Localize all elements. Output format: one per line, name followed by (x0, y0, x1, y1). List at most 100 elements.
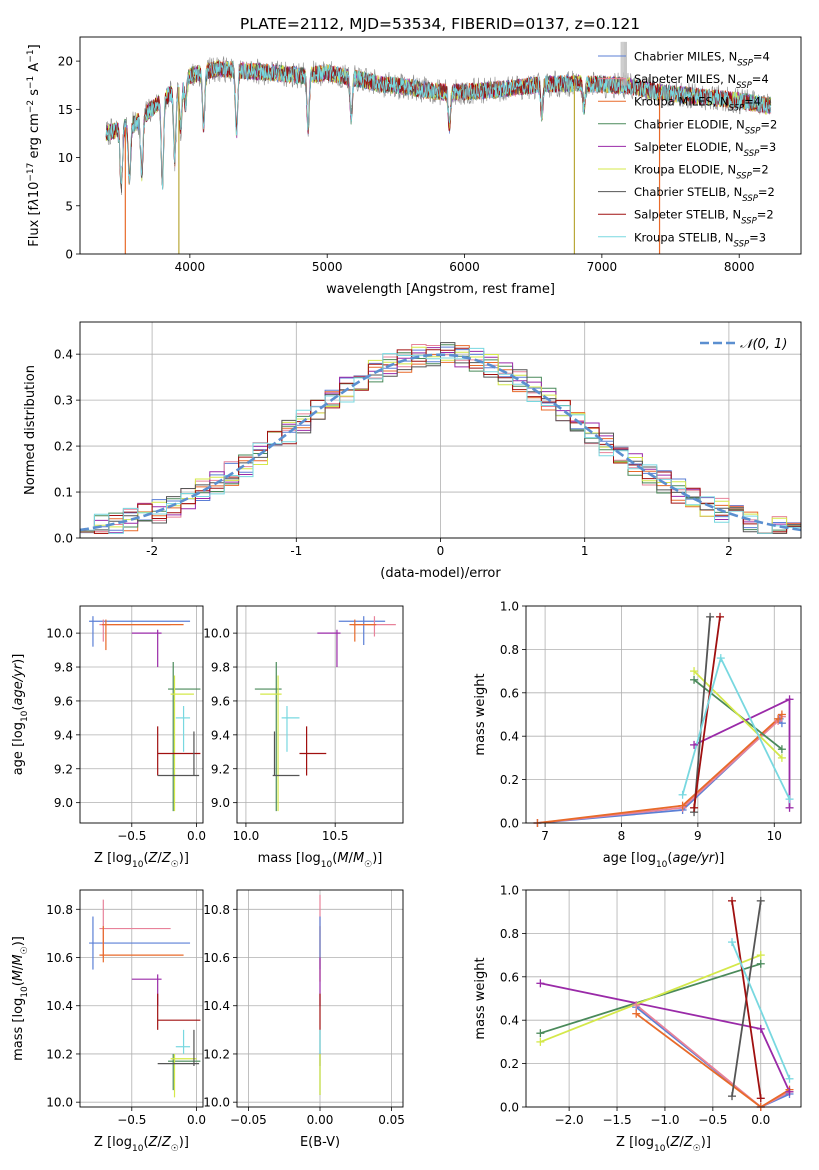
x-tick-label: −0.5 (117, 1113, 146, 1127)
x-axis-label: Z [log10(Z/Z☉)] (94, 851, 189, 870)
y-tick-label: 9.2 (54, 762, 73, 776)
axes-ebv-mass: −0.05 0.00 0.05 10.0 10.2 10.4 10.6 10.8 E(B-V) (203, 889, 405, 1150)
y-tick-label: 0.6 (500, 686, 519, 700)
legend-label: 𝒩(0, 1) (740, 337, 787, 352)
y-tick-label: 9.6 (211, 694, 230, 708)
x-tick-label: 0.0 (187, 829, 206, 843)
x-tick-label: 1 (581, 544, 589, 558)
x-tick-label: 6000 (449, 260, 480, 274)
y-tick-label: 0.0 (500, 1101, 519, 1115)
axes-mass-age: 10.0 10.5 9.0 9.2 9.4 9.6 9.8 10.0 mass [log10(M… (203, 605, 404, 870)
normal-curve (80, 353, 801, 532)
y-tick-label: 15 (58, 103, 73, 117)
x-tick-label: 9 (694, 829, 702, 843)
x-tick-label: -2 (146, 544, 158, 558)
weight-series-line (731, 900, 762, 1099)
y-tick-label: 0.6 (500, 970, 519, 984)
x-axis-label: Z [log10(Z/Z☉)] (616, 1135, 711, 1154)
y-tick-label: 0.2 (500, 773, 519, 787)
y-tick-label: 1.0 (500, 884, 519, 898)
axes-z-weight: −2.0 −1.5 −1.0 −0.5 0.0 0.0 0.2 0.4 0.6 0.8 1.0 Z [… (473, 884, 802, 1154)
y-tick-label: 0.4 (54, 348, 73, 362)
y-tick-label: 10.4 (203, 999, 230, 1013)
x-tick-label: 0.05 (378, 1113, 405, 1127)
y-axis-label: age [log10(age/yr)] (11, 654, 30, 776)
y-tick-label: 5 (65, 199, 73, 213)
x-tick-label: 7 (541, 829, 549, 843)
y-tick-label: 9.0 (54, 796, 73, 810)
x-tick-label: −2.0 (555, 1113, 584, 1127)
axes-frame (79, 605, 204, 824)
axes-age-weight: 7 8 9 10 0.0 0.2 0.4 0.6 0.8 1.0 age [log10(age/yr… (473, 600, 802, 870)
y-tick-label: 0.8 (500, 927, 519, 941)
y-tick-label: 10.4 (46, 999, 73, 1013)
x-tick-label: 0.0 (187, 1113, 206, 1127)
axes-z-age: −0.5 0.0 9.0 9.2 9.4 9.6 9.8 10.0 Z [log10(Z/Z☉)… (11, 605, 206, 870)
x-tick-label: 4000 (175, 260, 206, 274)
x-tick-label: −1.0 (650, 1113, 679, 1127)
x-tick-label: 0.00 (307, 1113, 334, 1127)
y-tick-label: 10.8 (46, 903, 73, 917)
y-axis-label: Normed distribution (23, 365, 38, 495)
y-tick-label: 10.6 (203, 951, 230, 965)
plot-area-spectrum (105, 41, 772, 254)
y-tick-label: 0.0 (500, 817, 519, 831)
x-tick-label: −1.5 (602, 1113, 631, 1127)
y-tick-label: 0.3 (54, 394, 73, 408)
x-axis-label: (data-model)/error (380, 566, 501, 581)
y-tick-label: 10.8 (203, 903, 230, 917)
y-tick-label: 10.2 (46, 1047, 73, 1061)
y-tick-label: 9.2 (211, 762, 230, 776)
y-axis-label: mass [log10(M/M☉)] (11, 936, 30, 1061)
y-axis-label: Flux [fλ10−17 erg cm−2 s−1 A−1] (26, 44, 42, 246)
x-tick-label: 7000 (587, 260, 618, 274)
x-tick-label: 0 (437, 544, 445, 558)
legend: 𝒩(0, 1) (700, 337, 787, 352)
model-spectrum (105, 60, 772, 190)
x-tick-label: 2 (725, 544, 733, 558)
weight-series-line (693, 616, 721, 808)
plot-area-z-age (89, 616, 201, 812)
x-axis-label: age [log10(age/yr)] (603, 851, 725, 870)
y-axis-label: mass weight (473, 673, 488, 755)
y-tick-label: 10.0 (46, 627, 73, 641)
x-tick-label: 0.0 (751, 1113, 770, 1127)
axes-frame (236, 605, 404, 824)
y-tick-label: 1.0 (500, 600, 519, 614)
plot-area-mass-age (254, 616, 396, 812)
x-axis-label: E(B-V) (300, 1135, 340, 1150)
axes-frame (525, 605, 802, 824)
x-axis-label: wavelength [Angstrom, rest frame] (326, 282, 555, 297)
y-tick-label: 0 (65, 248, 73, 262)
plot-area-z-mass (89, 899, 201, 1098)
axes-frame (525, 889, 802, 1108)
axes-z-mass: −0.5 0.0 10.0 10.2 10.4 10.6 10.8 Z [log10(Z/Z☉… (11, 889, 206, 1154)
weight-series-line (693, 670, 783, 759)
y-tick-label: 10.6 (46, 951, 73, 965)
x-tick-label: 8000 (724, 260, 755, 274)
y-tick-label: 10.0 (203, 627, 230, 641)
y-tick-label: 0.1 (54, 486, 73, 500)
plot-area-z-weight (540, 900, 791, 1107)
y-tick-label: 10.2 (203, 1047, 230, 1061)
x-tick-label: 10 (767, 829, 782, 843)
x-tick-label: −0.05 (230, 1113, 267, 1127)
x-tick-label: −0.5 (698, 1113, 727, 1127)
axes-frame (79, 889, 204, 1108)
axes-frame (236, 889, 404, 1108)
x-axis-label: mass [log10(M/M☉)] (258, 851, 383, 870)
x-axis-label: Z [log10(Z/Z☉)] (94, 1135, 189, 1154)
y-tick-label: 9.8 (211, 661, 230, 675)
y-tick-label: 10.0 (203, 1096, 230, 1110)
y-tick-label: 0.8 (500, 643, 519, 657)
weight-series-line (731, 941, 791, 1080)
weight-series-line (635, 1004, 790, 1107)
axes-residuals: -2 -1 0 1 2 0.0 0.1 0.2 0.3 0.4 (data-model)/error… (23, 321, 802, 581)
x-tick-label: 10.5 (322, 829, 349, 843)
y-tick-label: 0.4 (500, 1014, 519, 1028)
y-tick-label: 0.0 (54, 532, 73, 546)
y-tick-label: 10.0 (46, 1096, 73, 1110)
y-tick-label: 9.4 (211, 728, 230, 742)
axes-frame (79, 36, 802, 255)
